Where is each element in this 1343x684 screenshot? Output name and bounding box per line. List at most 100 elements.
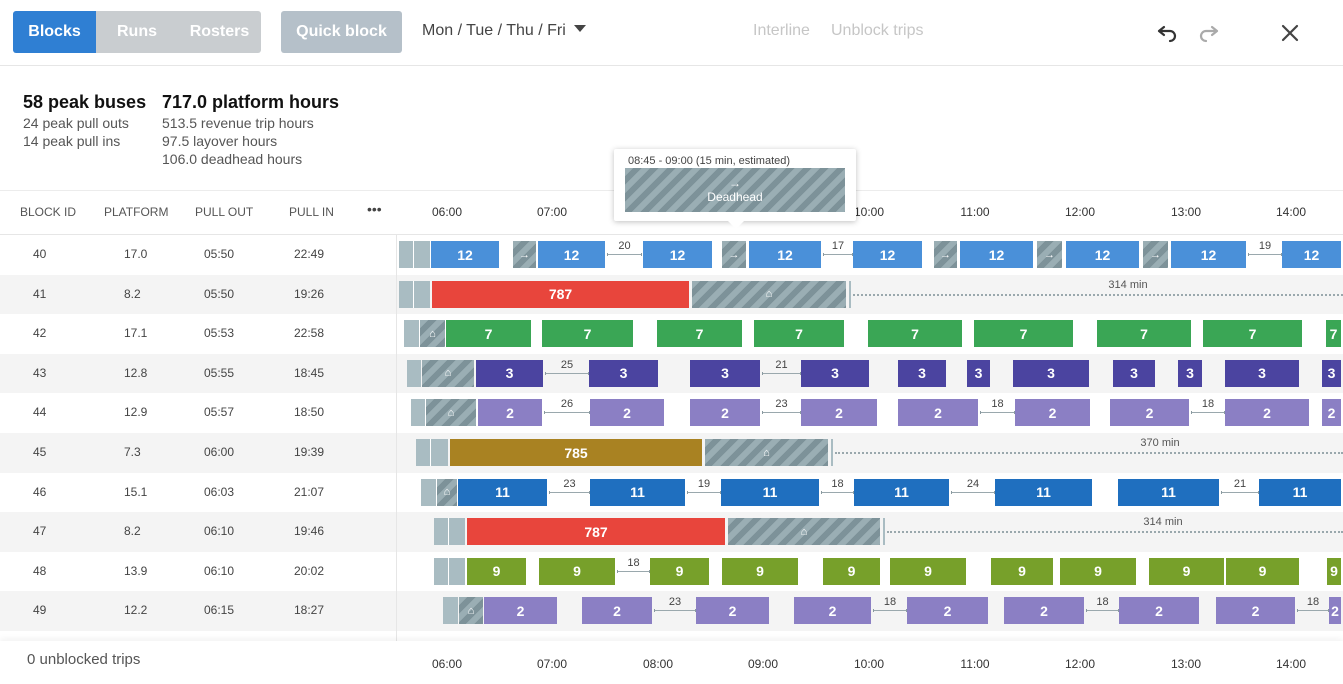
trip-bar[interactable]: 3 <box>967 359 990 387</box>
trip-bar[interactable]: 12 <box>960 241 1033 268</box>
trip-bar[interactable]: 9 <box>722 557 798 585</box>
pull-segment[interactable] <box>404 320 419 348</box>
trip-bar[interactable]: 2 <box>794 597 871 625</box>
table-row[interactable]: 49 12.2 06:15 18:27 ⌂ 2 2 23 2 2 18 2 2 18 2 2 18 2 <box>0 591 1343 631</box>
trip-bar[interactable]: 3 <box>589 359 658 387</box>
trip-bar[interactable]: 3 <box>801 359 869 387</box>
trip-bar[interactable]: 9 <box>467 557 526 585</box>
trip-bar[interactable]: 3 <box>690 359 760 387</box>
trip-bar[interactable]: 9 <box>1060 557 1136 585</box>
tab-rosters[interactable]: Rosters <box>178 11 261 53</box>
trip-bar[interactable]: 3 <box>476 359 543 387</box>
trip-bar[interactable]: 9 <box>1327 557 1341 585</box>
col-block-id[interactable]: BLOCK ID <box>20 205 77 219</box>
deadhead-bar[interactable]: → <box>1143 241 1168 268</box>
trip-bar[interactable]: 7 <box>657 320 742 348</box>
trip-bar[interactable]: 11 <box>458 478 547 506</box>
trip-bar[interactable]: 12 <box>643 241 712 268</box>
trip-bar[interactable]: 2 <box>696 597 769 625</box>
trip-bar[interactable]: 2 <box>484 597 557 625</box>
pull-segment[interactable] <box>399 280 430 308</box>
trip-bar[interactable]: 2 <box>478 399 542 427</box>
trip-bar[interactable]: 2 <box>1322 399 1341 427</box>
trip-bar[interactable]: 2 <box>1216 597 1295 625</box>
trip-bar[interactable]: 2 <box>590 399 664 427</box>
trip-bar[interactable]: 2 <box>1110 399 1189 427</box>
deadhead-bar[interactable]: ⌂ <box>728 518 880 546</box>
trip-bar[interactable]: 12 <box>853 241 922 268</box>
trip-bar[interactable]: 12 <box>431 241 499 268</box>
more-columns-button[interactable]: ••• <box>367 201 382 217</box>
unblock-trips-button[interactable]: Unblock trips <box>831 22 924 39</box>
pull-segment[interactable] <box>831 439 833 466</box>
trip-bar[interactable]: 787 <box>432 280 689 308</box>
trip-bar[interactable]: 9 <box>1226 557 1299 585</box>
pull-segment[interactable] <box>434 518 465 546</box>
deadhead-bar[interactable]: → <box>1037 241 1062 268</box>
trip-bar[interactable]: 785 <box>450 439 702 466</box>
table-row[interactable]: 43 12.8 05:55 18:45 ⌂ 3 25 3 3 21 3 3 3 3 3 3 3 3 <box>0 353 1343 394</box>
table-row[interactable]: 42 17.1 05:53 22:58 ⌂ 7 7 7 7 7 7 7 7 7 <box>0 314 1343 354</box>
trip-bar[interactable]: 3 <box>1113 359 1155 387</box>
deadhead-bar[interactable]: ⌂ <box>692 280 846 308</box>
trip-bar[interactable]: 9 <box>650 557 709 585</box>
deadhead-bar[interactable]: ⌂ <box>426 399 476 427</box>
trip-bar[interactable]: 11 <box>995 478 1092 506</box>
trip-bar[interactable]: 9 <box>539 557 615 585</box>
trip-bar[interactable]: 7 <box>1326 320 1341 348</box>
deadhead-bar[interactable]: ⌂ <box>705 439 828 466</box>
trip-bar[interactable]: 12 <box>749 241 821 268</box>
tab-blocks[interactable]: Blocks <box>13 11 96 53</box>
trip-bar[interactable]: 12 <box>1066 241 1139 268</box>
pull-segment[interactable] <box>416 439 448 466</box>
trip-bar[interactable]: 11 <box>590 478 685 506</box>
redo-icon[interactable] <box>1195 18 1225 48</box>
table-row[interactable]: 44 12.9 05:57 18:50 ⌂ 2 26 2 2 23 2 2 18 2 2 18 2 2 <box>0 393 1343 433</box>
trip-bar[interactable]: 7 <box>974 320 1073 348</box>
deadhead-bar[interactable]: → <box>722 241 746 268</box>
deadhead-bar[interactable]: ⌂ <box>420 320 445 348</box>
trip-bar[interactable]: 7 <box>868 320 962 348</box>
col-pull-in[interactable]: PULL IN <box>289 205 334 219</box>
trip-bar[interactable]: 2 <box>1225 399 1309 427</box>
day-filter-dropdown[interactable]: Mon / Tue / Thu / Fri <box>422 22 586 40</box>
trip-bar[interactable]: 7 <box>1203 320 1302 348</box>
trip-bar[interactable]: 7 <box>1097 320 1191 348</box>
pull-segment[interactable] <box>411 399 425 427</box>
col-pull-out[interactable]: PULL OUT <box>195 205 254 219</box>
pull-segment[interactable] <box>443 597 458 625</box>
pull-segment[interactable] <box>883 518 885 546</box>
trip-bar[interactable]: 787 <box>467 518 725 546</box>
pull-segment[interactable] <box>421 478 436 506</box>
deadhead-bar[interactable]: → <box>513 241 536 268</box>
trip-bar[interactable]: 9 <box>823 557 880 585</box>
trip-bar[interactable]: 9 <box>890 557 966 585</box>
trip-bar[interactable]: 2 <box>1329 597 1341 625</box>
trip-bar[interactable]: 2 <box>1015 399 1090 427</box>
pull-segment[interactable] <box>399 241 430 268</box>
trip-bar[interactable]: 3 <box>1322 359 1341 387</box>
trip-bar[interactable]: 3 <box>898 359 946 387</box>
trip-bar[interactable]: 11 <box>1118 478 1219 506</box>
deadhead-bar[interactable]: → <box>934 241 957 268</box>
trip-bar[interactable]: 3 <box>1013 359 1089 387</box>
deadhead-bar[interactable]: ⌂ <box>422 359 474 387</box>
trip-bar[interactable]: 7 <box>446 320 531 348</box>
quick-block-button[interactable]: Quick block <box>281 11 402 53</box>
trip-bar[interactable]: 7 <box>542 320 633 348</box>
trip-bar[interactable]: 3 <box>1225 359 1299 387</box>
trip-bar[interactable]: 11 <box>854 478 949 506</box>
pull-segment[interactable] <box>407 359 421 387</box>
table-row[interactable]: 45 7.3 06:00 19:39 785 ⌂ 370 min <box>0 433 1343 473</box>
trip-bar[interactable]: 9 <box>1149 557 1224 585</box>
table-row[interactable]: 47 8.2 06:10 19:46 787 ⌂ 314 min <box>0 512 1343 552</box>
trip-bar[interactable]: 11 <box>721 478 819 506</box>
pull-segment[interactable] <box>849 280 851 308</box>
trip-bar[interactable]: 2 <box>582 597 652 625</box>
trip-bar[interactable]: 2 <box>907 597 988 625</box>
close-icon[interactable] <box>1275 18 1305 48</box>
undo-icon[interactable] <box>1151 18 1181 48</box>
trip-bar[interactable]: 2 <box>1004 597 1084 625</box>
trip-bar[interactable]: 7 <box>754 320 844 348</box>
trip-bar[interactable]: 12 <box>1171 241 1246 268</box>
